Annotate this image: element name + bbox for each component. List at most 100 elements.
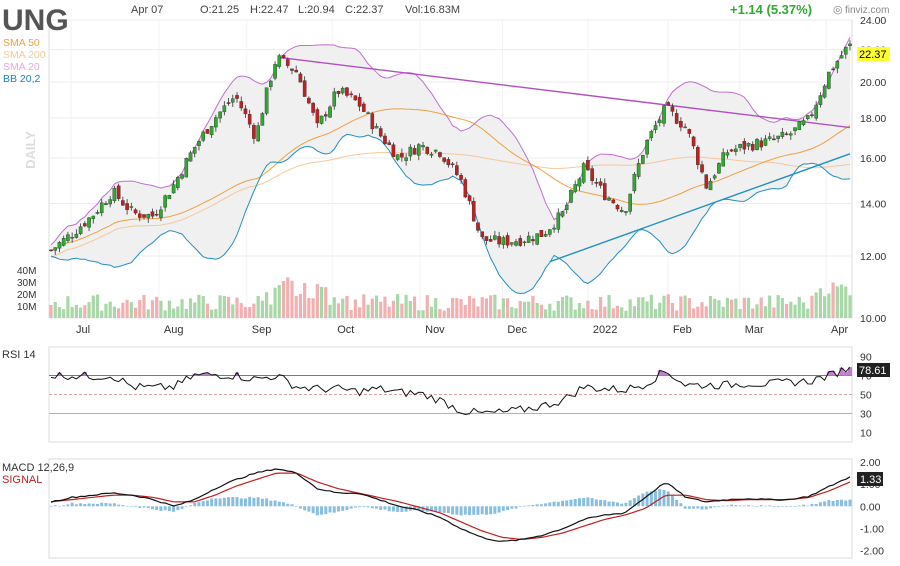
sma50-line bbox=[50, 108, 851, 251]
candle-body bbox=[750, 144, 755, 151]
header-close: C:22.37 bbox=[345, 4, 384, 16]
candle-body bbox=[700, 164, 704, 173]
macd-histogram-bar bbox=[125, 505, 129, 507]
volume-bar bbox=[379, 301, 383, 318]
macd-histogram-bar bbox=[163, 506, 167, 511]
macd-histogram-bar bbox=[708, 506, 712, 509]
macd-histogram-bar bbox=[594, 499, 598, 507]
macd-histogram-bar bbox=[413, 506, 417, 511]
volume-bar bbox=[150, 300, 155, 318]
volume-bar bbox=[180, 299, 184, 318]
macd-histogram-bar bbox=[730, 504, 734, 507]
volume-bar bbox=[556, 301, 560, 318]
candle-body bbox=[328, 106, 332, 118]
volume-bar bbox=[818, 288, 823, 318]
volume-bar bbox=[565, 295, 569, 318]
macd-histogram-bar bbox=[265, 498, 269, 507]
macd-histogram-bar bbox=[827, 499, 831, 507]
candle-body bbox=[772, 138, 776, 141]
volume-bar bbox=[831, 282, 835, 318]
volume-bar bbox=[620, 307, 624, 318]
macd-tag: 1.33 bbox=[860, 474, 881, 486]
volume-bar bbox=[704, 306, 708, 318]
macd-histogram-bar bbox=[696, 506, 700, 509]
macd-histogram-bar bbox=[366, 506, 370, 508]
macd-histogram-bar bbox=[510, 506, 514, 509]
macd-histogram-bar bbox=[675, 499, 679, 507]
candle-body bbox=[66, 234, 70, 241]
volume-bar bbox=[112, 306, 117, 318]
candle-body bbox=[691, 136, 696, 147]
volume-bar bbox=[489, 295, 493, 318]
macd-histogram-bar bbox=[468, 506, 472, 516]
volume-bar bbox=[226, 296, 231, 318]
macd-histogram-bar bbox=[823, 501, 827, 507]
volume-bar bbox=[256, 296, 260, 318]
volume-bar bbox=[231, 304, 235, 318]
volume-bar bbox=[746, 297, 751, 318]
volume-bar bbox=[353, 299, 357, 318]
volume-bar bbox=[332, 297, 336, 318]
candle-body bbox=[526, 235, 531, 243]
macd-histogram-bar bbox=[489, 506, 493, 515]
volume-bar bbox=[755, 304, 759, 318]
candle-body bbox=[264, 87, 269, 114]
volume-bar bbox=[260, 300, 264, 318]
volume-bar bbox=[582, 308, 586, 318]
candle-body bbox=[429, 154, 434, 156]
volume-bar bbox=[548, 303, 552, 318]
volume-bar bbox=[383, 296, 387, 318]
candle-body bbox=[501, 237, 506, 245]
volume-bar bbox=[801, 302, 806, 318]
volume-bar bbox=[522, 301, 527, 318]
macd-histogram-bar bbox=[429, 506, 433, 511]
volume-bar bbox=[265, 292, 269, 318]
macd-histogram-bar bbox=[307, 506, 311, 512]
candle-body bbox=[628, 193, 632, 212]
x-tick-label: Jul bbox=[76, 324, 90, 336]
candle-body bbox=[687, 129, 692, 134]
volume-bar bbox=[429, 306, 434, 318]
volume-bar bbox=[560, 297, 565, 318]
macd-histogram-bar bbox=[751, 505, 755, 507]
price-tick-label: 24.00 bbox=[860, 15, 886, 27]
trendline-support bbox=[549, 153, 851, 263]
candle-body bbox=[624, 211, 628, 213]
candle-body bbox=[91, 215, 96, 220]
volume-bar bbox=[611, 308, 615, 318]
candle-body bbox=[146, 213, 151, 219]
candle-body bbox=[400, 153, 404, 158]
volume-bar bbox=[577, 302, 582, 318]
macd-histogram-bar bbox=[797, 505, 801, 507]
candle-body bbox=[340, 87, 345, 94]
macd-histogram-bar bbox=[831, 500, 835, 507]
volume-bar bbox=[374, 295, 379, 318]
candle-body bbox=[357, 96, 362, 107]
volume-bar bbox=[598, 297, 603, 318]
price-tick-label: 16.00 bbox=[860, 153, 886, 165]
volume-bar bbox=[163, 310, 167, 318]
macd-histogram-bar bbox=[417, 506, 421, 511]
candle-body bbox=[560, 211, 565, 217]
indicator-lines bbox=[50, 37, 851, 295]
volume-bar bbox=[662, 295, 666, 318]
macd-histogram-bar bbox=[324, 506, 328, 515]
macd-histogram-bar bbox=[70, 502, 74, 507]
candle-body bbox=[222, 105, 227, 113]
volume-bar bbox=[235, 297, 239, 318]
volume-bar bbox=[57, 307, 62, 318]
macd-histogram-bar bbox=[142, 506, 146, 508]
candle-body bbox=[391, 144, 396, 158]
candle-body bbox=[746, 142, 751, 147]
macd-histogram-bar bbox=[493, 506, 497, 514]
macd-histogram-bar bbox=[484, 506, 488, 515]
volume-bar bbox=[95, 294, 100, 318]
volume-bar bbox=[615, 305, 620, 318]
macd-histogram-bar bbox=[155, 506, 159, 511]
candle-body bbox=[467, 195, 472, 202]
macd-histogram-bar bbox=[632, 498, 636, 507]
volume-bar bbox=[721, 306, 725, 318]
macd-histogram-bar bbox=[742, 505, 746, 507]
macd-histogram-bar bbox=[434, 506, 438, 512]
volume-bar bbox=[645, 301, 649, 318]
